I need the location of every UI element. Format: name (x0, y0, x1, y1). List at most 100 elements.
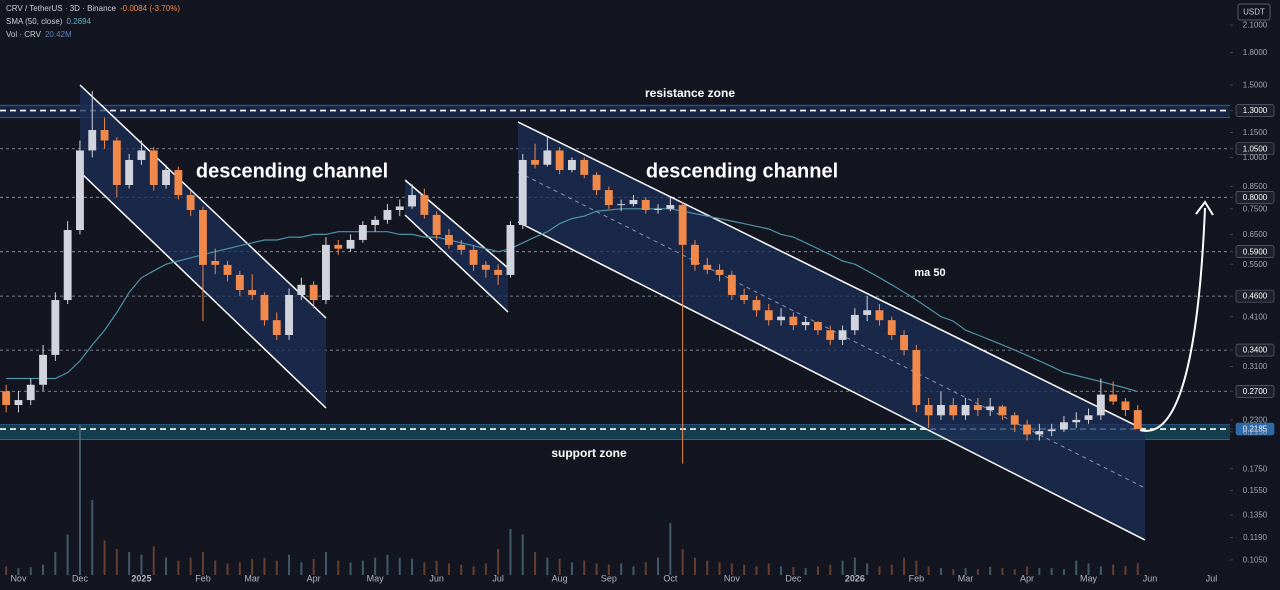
volume-bar (1001, 568, 1004, 575)
x-tick-label: Nov (724, 573, 741, 583)
volume-bar (903, 557, 906, 575)
volume-bar (300, 562, 303, 575)
candle-body (395, 206, 404, 211)
volume-bar (952, 569, 955, 575)
candle-body (322, 244, 330, 301)
candle-body (543, 150, 552, 165)
volume-bar (447, 563, 450, 575)
candle-body (629, 199, 638, 205)
volume-bar (693, 557, 696, 575)
candle-body (346, 239, 355, 249)
volume-bar (620, 563, 623, 575)
volume-bar (607, 564, 610, 575)
y-tick-box (1235, 289, 1275, 303)
x-tick-label: Dec (785, 573, 802, 583)
volume-bar (1136, 563, 1139, 575)
candle-body (51, 300, 60, 355)
candle-body (777, 316, 785, 321)
volume-bar (238, 562, 241, 575)
sma-value: 0.2694 (66, 17, 91, 26)
volume-bar (361, 560, 364, 575)
candle-body (174, 170, 183, 196)
candle-body (248, 290, 257, 295)
candle-body (39, 354, 47, 385)
y-tick-label: 0.2700 (1243, 387, 1268, 396)
candle-body (272, 320, 281, 336)
y-tick-label: 1.3000 (1243, 106, 1268, 115)
candle-body (900, 335, 908, 351)
volume-bar (128, 551, 131, 575)
volume-bar (435, 560, 438, 575)
x-tick-label: Oct (663, 573, 678, 583)
y-tick-label: 0.8000 (1243, 193, 1268, 202)
x-tick-label: Jul (492, 573, 504, 583)
candle-body (961, 405, 970, 416)
candle-body (494, 269, 503, 275)
candle-body (1010, 415, 1019, 425)
channel-fill (405, 180, 508, 312)
candle-body (998, 406, 1007, 416)
candle-body (715, 269, 724, 275)
candle-body (986, 406, 995, 411)
y-tick-label: 0.3100 (1243, 362, 1268, 371)
y-tick-box (1235, 104, 1275, 117)
y-tick-box (1235, 422, 1275, 436)
y-tick-label: 1.8000 (1243, 48, 1268, 57)
projection-arrow (1139, 207, 1206, 432)
volume-bar (1026, 566, 1029, 575)
candle-body (14, 400, 23, 406)
volume-bar (201, 551, 204, 575)
volume-bar (583, 560, 586, 575)
candle-body (1096, 394, 1105, 416)
candle-body (850, 314, 859, 331)
volume-bar (140, 554, 143, 575)
volume-bar (349, 562, 352, 575)
volume-bar (1087, 563, 1090, 575)
candle-body (838, 330, 847, 340)
candle-body (211, 260, 220, 265)
sma-name: SMA (50, close) (6, 17, 63, 26)
sma-line (6, 208, 1138, 393)
x-tick-label: Jun (429, 573, 444, 583)
candle-body (149, 150, 158, 186)
candle-body (260, 294, 269, 321)
candle-body (580, 159, 589, 175)
candle-body (764, 310, 773, 321)
x-tick-label: Feb (909, 573, 925, 583)
volume-bar (743, 564, 746, 575)
candle-body (555, 150, 564, 171)
channel-midline (517, 171, 1146, 489)
volume-bar (730, 563, 733, 575)
volume-bar (976, 569, 979, 575)
volume-bar (214, 560, 217, 575)
candle-body (1121, 401, 1130, 411)
volume-bar (1099, 566, 1102, 575)
volume-bar (669, 523, 672, 575)
candle-body (371, 219, 380, 226)
volume-bar (288, 554, 291, 575)
channel-line (404, 214, 509, 313)
annotation: descending channel (196, 160, 388, 182)
volume-value: 20.42M (44, 30, 72, 39)
channel-line (517, 221, 1146, 541)
volume-bar (5, 566, 8, 575)
arrow-head (1195, 200, 1214, 216)
volume-bar (792, 566, 795, 575)
volume-bar (866, 563, 869, 575)
y-tick-label: 0.2185 (1243, 425, 1268, 434)
volume-bar (103, 540, 106, 575)
x-tick-label: Jun (1143, 573, 1158, 583)
volume-bar (54, 551, 57, 575)
volume-bar (423, 562, 426, 575)
volume-bar (657, 557, 660, 575)
volume-bar (29, 566, 32, 575)
candle-body (801, 321, 810, 326)
candle-body (531, 159, 539, 165)
volume-bar (558, 558, 561, 575)
volume-bar (152, 546, 155, 575)
candle-body (420, 195, 429, 215)
volume-bar (226, 563, 229, 575)
candle-body (1047, 429, 1056, 432)
y-tick-label: 0.5900 (1243, 247, 1268, 256)
